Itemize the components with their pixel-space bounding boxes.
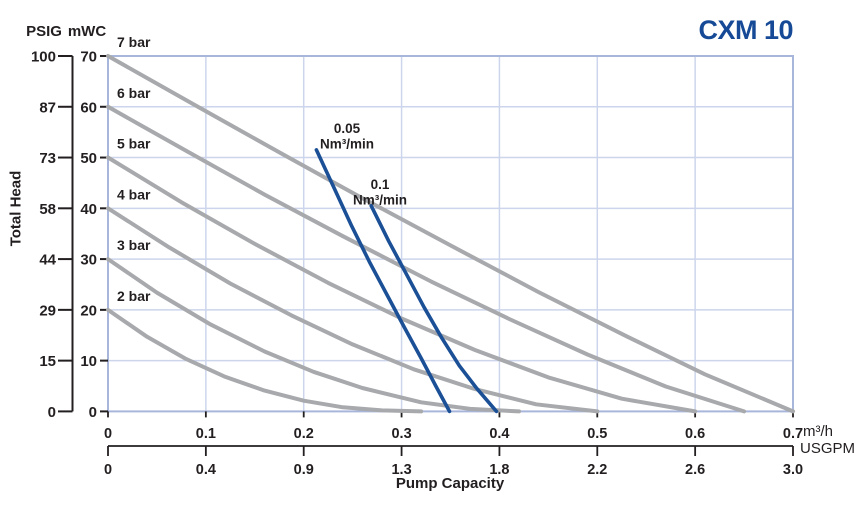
page-title: CXM 10: [698, 15, 793, 45]
pressure-curve: [106, 307, 424, 414]
pressure-curve: [106, 104, 747, 414]
air-consumption-curve: [314, 148, 452, 414]
mwc-tick-label: 0: [89, 404, 97, 421]
mwc-tick-label: 30: [80, 252, 97, 269]
usgpm-unit-label: USGPM: [800, 440, 856, 457]
m3h-unit-label: m³/h: [803, 423, 833, 440]
psig-scale-header: PSIG: [26, 23, 62, 40]
psig-tick-label: 29: [39, 302, 56, 319]
psig-tick-label: 0: [48, 404, 56, 421]
m3h-tick-label: 0.3: [391, 426, 411, 442]
mwc-tick-label: 20: [80, 302, 97, 319]
mwc-tick-label: 40: [80, 201, 97, 218]
pressure-curve: [106, 257, 521, 414]
psig-tick-label: 73: [39, 150, 56, 167]
m3h-tick-label: 0: [104, 426, 112, 442]
m3h-tick-label: 0.1: [196, 426, 216, 442]
m3h-tick-label: 0.4: [489, 426, 509, 442]
usgpm-tick-label: 2.2: [587, 462, 607, 478]
usgpm-tick-label: 3.0: [783, 462, 803, 478]
plot-border: [107, 55, 794, 413]
mwc-tick-label: 70: [80, 49, 97, 66]
m3h-tick-label: 0.2: [294, 426, 314, 442]
mwc-scale-header: mWC: [67, 23, 107, 40]
pressure-curve-label: 4 bar: [117, 186, 151, 202]
usgpm-tick-label: 1.3: [391, 462, 411, 478]
m3h-tick-label: 0.7: [783, 426, 803, 442]
psig-tick-label: 44: [39, 252, 56, 269]
usgpm-tick-label: 1.8: [489, 462, 509, 478]
mwc-tick-label: 60: [80, 99, 97, 116]
m3h-tick-label: 0.5: [587, 426, 607, 442]
pressure-curve-label: 3 bar: [117, 237, 151, 253]
pressure-curve: [106, 206, 600, 414]
mwc-tick-label: 10: [80, 353, 97, 370]
usgpm-tick-label: 0: [104, 462, 112, 478]
air-curve-label: 0.1 Nm³/min: [353, 177, 407, 208]
pressure-curve-label: 6 bar: [117, 85, 151, 101]
air-consumption-curve: [369, 204, 499, 414]
mwc-tick-label: 50: [80, 150, 97, 167]
psig-tick-label: 58: [39, 201, 56, 218]
m3h-tick-label: 0.6: [685, 426, 705, 442]
usgpm-tick-label: 0.9: [294, 462, 314, 478]
pressure-curve-label: 5 bar: [117, 136, 151, 152]
psig-tick-label: 15: [39, 353, 56, 370]
usgpm-tick-label: 2.6: [685, 462, 705, 478]
pressure-curve: [106, 54, 795, 414]
psig-tick-label: 87: [39, 99, 56, 116]
x-axis-title: Pump Capacity: [395, 475, 505, 492]
pressure-curve-label: 2 bar: [117, 288, 151, 304]
usgpm-tick-label: 0.4: [196, 462, 216, 478]
air-curve-label: 0.05 Nm³/min: [320, 121, 374, 152]
pressure-curve-label: 7 bar: [117, 34, 151, 50]
psig-tick-label: 100: [31, 49, 56, 66]
